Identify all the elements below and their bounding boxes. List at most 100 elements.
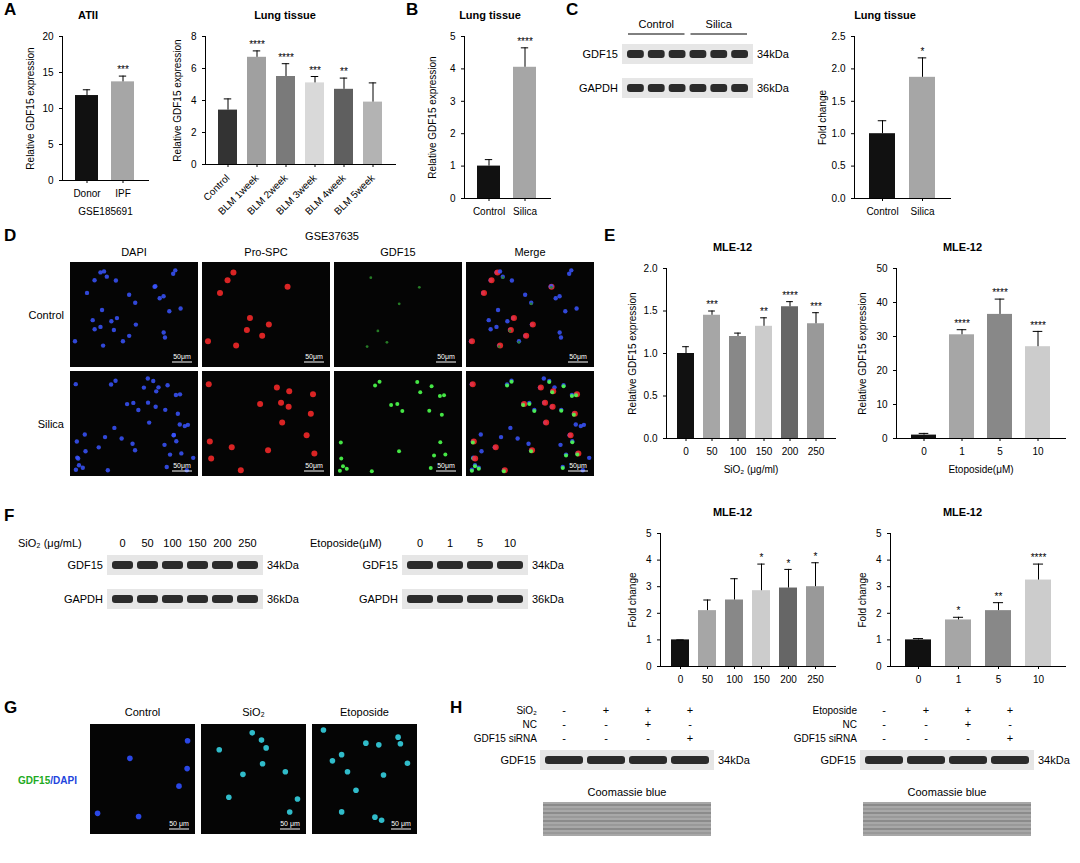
svg-text:5: 5 — [450, 31, 456, 42]
svg-text:0.5: 0.5 — [644, 390, 658, 401]
svg-text:****: **** — [249, 39, 265, 50]
svg-text:1.0: 1.0 — [832, 128, 846, 139]
svg-text:50μm: 50μm — [305, 353, 323, 361]
svg-text:Etoposide: Etoposide — [340, 706, 389, 718]
svg-text:5: 5 — [477, 537, 483, 549]
svg-text:**: ** — [760, 306, 768, 317]
svg-text:+: + — [923, 704, 929, 716]
svg-text:1: 1 — [450, 160, 456, 171]
svg-text:Etoposide(μM): Etoposide(μM) — [310, 537, 382, 549]
svg-text:+: + — [687, 732, 693, 744]
svg-text:100: 100 — [730, 446, 747, 457]
svg-text:1: 1 — [956, 674, 962, 685]
svg-text:34kDa: 34kDa — [267, 559, 300, 571]
svg-text:-: - — [924, 718, 928, 730]
svg-text:-: - — [562, 704, 566, 716]
svg-text:Etoposide(μM): Etoposide(μM) — [948, 464, 1013, 475]
svg-text:****: **** — [992, 287, 1008, 298]
svg-text:-: - — [882, 718, 886, 730]
svg-text:36kDa: 36kDa — [532, 593, 565, 605]
svg-text:***: *** — [810, 301, 822, 312]
svg-text:2: 2 — [450, 128, 456, 139]
svg-text:0: 0 — [450, 193, 456, 204]
svg-text:3: 3 — [646, 581, 652, 592]
svg-text:+: + — [603, 704, 609, 716]
svg-text:20: 20 — [42, 31, 54, 42]
svg-text:50μm: 50μm — [437, 353, 455, 361]
svg-text:Relative GDF15 expression: Relative GDF15 expression — [427, 56, 438, 178]
svg-text:20: 20 — [876, 365, 888, 376]
svg-text:-: - — [562, 732, 566, 744]
svg-text:1.5: 1.5 — [644, 305, 658, 316]
svg-text:NC: NC — [843, 719, 857, 730]
svg-text:-: - — [646, 732, 650, 744]
svg-text:-: - — [966, 732, 970, 744]
svg-text:Relative GDF15 expression: Relative GDF15 expression — [25, 47, 36, 169]
svg-text:Coomassie blue: Coomassie blue — [908, 786, 987, 798]
svg-text:****: **** — [1030, 320, 1046, 331]
svg-text:0: 0 — [916, 674, 922, 685]
svg-text:2.5: 2.5 — [832, 31, 846, 42]
svg-text:***: *** — [309, 65, 321, 76]
svg-text:**: ** — [995, 591, 1003, 602]
svg-text:Silica: Silica — [706, 18, 733, 30]
svg-text:GDF15: GDF15 — [501, 754, 536, 766]
svg-text:2.0: 2.0 — [644, 263, 658, 274]
svg-text:2: 2 — [646, 608, 652, 619]
svg-text:+: + — [1007, 732, 1013, 744]
svg-text:10: 10 — [1033, 674, 1045, 685]
svg-text:36kDa: 36kDa — [267, 593, 300, 605]
svg-text:1: 1 — [646, 634, 652, 645]
svg-text:150: 150 — [188, 537, 206, 549]
svg-text:3: 3 — [450, 96, 456, 107]
svg-text:100: 100 — [163, 537, 181, 549]
svg-text:GAPDH: GAPDH — [579, 82, 618, 94]
svg-text:50: 50 — [706, 446, 718, 457]
svg-text:15: 15 — [42, 67, 54, 78]
svg-text:+: + — [1007, 704, 1013, 716]
svg-text:4: 4 — [191, 95, 197, 106]
svg-text:Fold change: Fold change — [627, 572, 638, 627]
svg-text:****: **** — [517, 36, 533, 47]
svg-text:5: 5 — [997, 446, 1003, 457]
svg-text:2.0: 2.0 — [832, 63, 846, 74]
svg-text:Coomassie blue: Coomassie blue — [588, 786, 667, 798]
svg-text:Control: Control — [639, 18, 674, 30]
svg-text:Etoposide: Etoposide — [813, 705, 858, 716]
svg-text:-: - — [882, 732, 886, 744]
svg-text:Fold change: Fold change — [817, 90, 828, 145]
svg-text:****: **** — [1031, 552, 1047, 563]
svg-text:8: 8 — [191, 31, 197, 42]
svg-text:150: 150 — [753, 674, 770, 685]
svg-text:0: 0 — [876, 661, 882, 672]
svg-text:34kDa: 34kDa — [1038, 754, 1071, 766]
svg-text:100: 100 — [726, 674, 743, 685]
svg-text:50 μm: 50 μm — [169, 820, 189, 828]
svg-text:1: 1 — [876, 634, 882, 645]
svg-text:34kDa: 34kDa — [718, 754, 751, 766]
svg-text:-: - — [1008, 718, 1012, 730]
svg-text:-: - — [604, 732, 608, 744]
svg-text:200: 200 — [213, 537, 231, 549]
svg-text:1: 1 — [447, 537, 453, 549]
svg-text:GDF15 siRNA: GDF15 siRNA — [794, 733, 858, 744]
svg-text:Control: Control — [125, 706, 160, 718]
svg-text:0: 0 — [882, 433, 888, 444]
svg-text:40: 40 — [876, 297, 888, 308]
svg-text:+: + — [965, 704, 971, 716]
svg-text:BLM 5week: BLM 5week — [332, 172, 377, 217]
svg-text:250: 250 — [807, 674, 824, 685]
svg-text:***: *** — [706, 299, 718, 310]
svg-text:*: * — [787, 558, 791, 569]
svg-text:50: 50 — [876, 263, 888, 274]
svg-text:50: 50 — [141, 537, 153, 549]
svg-text:NC: NC — [523, 719, 537, 730]
svg-text:Donor: Donor — [73, 188, 101, 199]
svg-text:GAPDH: GAPDH — [64, 593, 103, 605]
svg-text:5: 5 — [48, 139, 54, 150]
svg-text:GDF15/DAPI: GDF15/DAPI — [18, 775, 77, 786]
svg-text:Relative GDF15 expression: Relative GDF15 expression — [172, 39, 183, 161]
svg-text:-: - — [924, 732, 928, 744]
svg-text:10: 10 — [876, 399, 888, 410]
svg-text:GAPDH: GAPDH — [359, 593, 398, 605]
